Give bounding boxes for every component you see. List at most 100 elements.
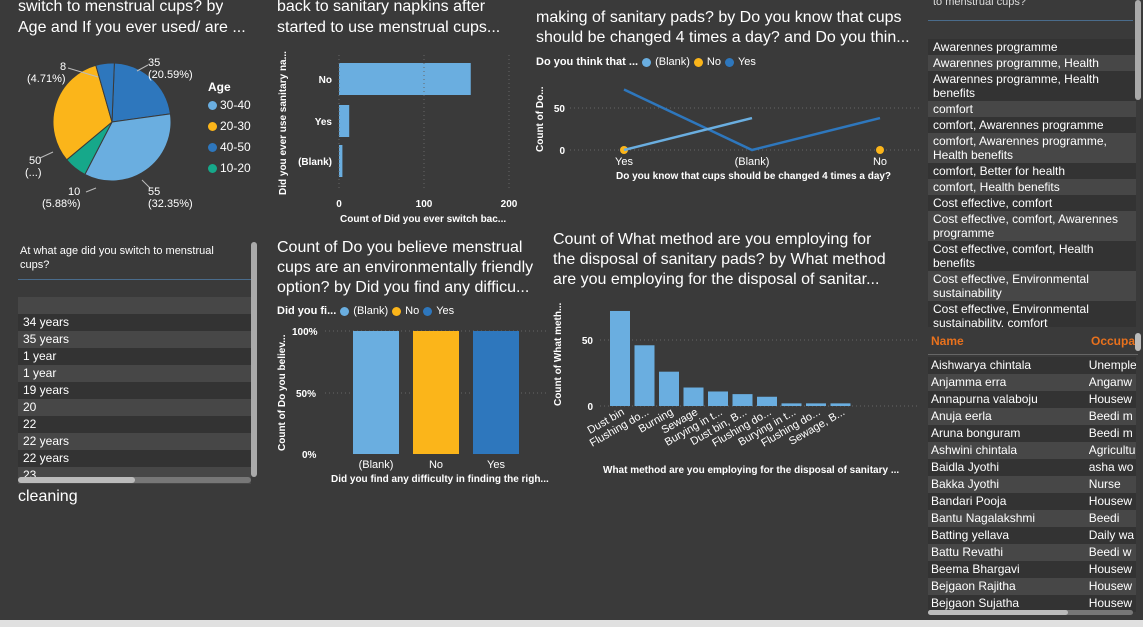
table-row[interactable]: Annapurna valaboju Housew xyxy=(928,391,1136,408)
age-item[interactable]: 19 years xyxy=(18,382,251,399)
reason-item[interactable]: Cost effective, Environmental sustainabi… xyxy=(928,301,1136,327)
reason-item[interactable]: Awarennes programme, Health benefits xyxy=(928,71,1136,101)
header-occupation[interactable]: Occupa xyxy=(1091,334,1136,348)
table-row[interactable]: Anuja eerla Beedi m xyxy=(928,408,1136,425)
table-row[interactable]: Bakka Jyothi Nurse xyxy=(928,476,1136,493)
reason-item[interactable]: Cost effective, comfort, Health benefits xyxy=(928,241,1136,271)
reasons-slicer[interactable]: to menstrual cups? Awarennes programme Aw… xyxy=(928,0,1143,327)
pie-slice-40-50-35[interactable] xyxy=(111,62,171,123)
disposal-bar[interactable] xyxy=(757,396,777,406)
env-bar-chart[interactable]: Count of Do you believ... 100% 50% 0% (B… xyxy=(270,321,550,491)
age-item[interactable]: 1 year xyxy=(18,348,251,365)
env-cat-label: Yes xyxy=(487,459,505,471)
disposal-bar[interactable] xyxy=(683,387,704,406)
reason-item[interactable]: comfort xyxy=(928,101,1136,117)
environment-visual[interactable]: Count of Do you believe menstrual cups a… xyxy=(270,236,550,496)
header-name[interactable]: Name xyxy=(931,334,964,348)
age-hscroll-thumb[interactable] xyxy=(18,477,135,483)
cups-line-chart[interactable]: Count of Do... 50 0 Yes (Blank) No Do you kn… xyxy=(530,70,925,190)
disposal-bar[interactable] xyxy=(659,371,679,406)
cups-line-blank[interactable] xyxy=(623,116,753,152)
age-item[interactable]: 34 years xyxy=(18,314,251,331)
age-slicer[interactable]: At what age did you switch to menstrual … xyxy=(18,238,261,486)
pie-slice-40-50-8[interactable] xyxy=(95,62,115,123)
disposal-bar[interactable] xyxy=(708,391,728,406)
reason-item[interactable]: comfort, Health benefits xyxy=(928,179,1136,195)
reason-item[interactable]: Cost effective, Environmental sustainabi… xyxy=(928,271,1136,301)
reason-item[interactable]: comfort, Better for health xyxy=(928,163,1136,179)
age-list[interactable]: 34 years 35 years 1 year 1 year 19 years 20 22… xyxy=(18,297,251,484)
env-legend-blank-dot xyxy=(340,306,350,316)
reason-item[interactable]: Cost effective, comfort xyxy=(928,195,1136,211)
table-row[interactable]: Aruna bonguram Beedi m xyxy=(928,425,1136,442)
disposal-bar[interactable] xyxy=(610,310,630,406)
table-row[interactable]: Batting yellava Daily wa xyxy=(928,527,1136,544)
reasons-list[interactable]: Awarennes programme Awarennes programme, … xyxy=(928,39,1136,327)
disposal-ytick: 50 xyxy=(582,336,594,347)
pie-legend-item-40-50[interactable]: 40-50 xyxy=(208,140,251,154)
env-legend-yes: Yes xyxy=(436,305,455,317)
cups-legend-yes-dot xyxy=(724,57,734,67)
pie-slice-20-30-50[interactable] xyxy=(52,64,113,161)
disposal-bar[interactable] xyxy=(634,345,655,406)
reason-item[interactable]: Cost effective, comfort, Awarennes progr… xyxy=(928,211,1136,241)
pie-chart[interactable]: 35 (20.59%) 8 (4.71%) 50 (...) 10 (5.88%… xyxy=(0,40,262,220)
age-item[interactable]: 20 xyxy=(18,399,251,416)
env-bar-Yes[interactable] xyxy=(473,331,519,454)
reason-item[interactable]: Awarennes programme xyxy=(928,39,1136,55)
age-item[interactable]: 22 years xyxy=(18,450,251,467)
disposal-title-line1: Count of What method are you employing f… xyxy=(553,231,872,248)
cell-name: Ashwini chintala xyxy=(931,443,1018,457)
table-row[interactable]: Bejgaon Sujatha Housew xyxy=(928,595,1136,612)
sanitary-xtick: 200 xyxy=(501,199,518,210)
pie-legend-item-30-40[interactable]: 30-40 xyxy=(208,98,251,112)
env-bar-No[interactable] xyxy=(413,331,459,454)
table-row[interactable]: Baidla Jyothi asha wo xyxy=(928,459,1136,476)
table-row[interactable]: Beema Bhargavi Housew xyxy=(928,561,1136,578)
disposal-visual[interactable]: Count of What method are you employing f… xyxy=(548,226,926,482)
pie-legend-item-10-20[interactable]: 10-20 xyxy=(208,161,251,175)
table-hscroll-thumb[interactable] xyxy=(928,610,1068,615)
table-row[interactable]: Bandari Pooja Housew xyxy=(928,493,1136,510)
table-row[interactable]: Bantu Nagalakshmi Beedi xyxy=(928,510,1136,527)
cups-point-no[interactable] xyxy=(876,146,884,154)
age-item[interactable]: 35 years xyxy=(18,331,251,348)
disposal-bar[interactable] xyxy=(781,403,802,406)
people-table[interactable]: Name Occupa Aishwarya chintala Unemple Anj… xyxy=(928,331,1143,618)
reason-item[interactable]: Awarennes programme, Health xyxy=(928,55,1136,71)
sanitary-switch-visual[interactable]: back to sanitary napkins after started t… xyxy=(270,0,525,228)
age-vscroll[interactable] xyxy=(251,242,257,477)
table-row[interactable]: Battu Revathi Beedi w xyxy=(928,544,1136,561)
pie-legend-dot xyxy=(208,121,217,131)
age-item[interactable]: 1 year xyxy=(18,365,251,382)
pie-slice-30-40-55[interactable] xyxy=(84,113,172,182)
age-item[interactable]: 22 xyxy=(18,416,251,433)
table-row[interactable]: Ashwini chintala Agricultu xyxy=(928,442,1136,459)
pie-legend-label: 30-40 xyxy=(220,98,251,112)
env-bar-(Blank)[interactable] xyxy=(353,331,399,454)
disposal-bar[interactable] xyxy=(806,403,826,406)
reason-item[interactable]: comfort, Awarennes programme xyxy=(928,117,1136,133)
cell-occupation: Agricultu xyxy=(1088,443,1136,457)
sanitary-bar-(Blank)[interactable] xyxy=(339,145,343,177)
cell-name: Bakka Jyothi xyxy=(931,477,1000,491)
sanitary-bar-Yes[interactable] xyxy=(339,105,350,137)
pie-label-8: 8 xyxy=(60,61,66,73)
reason-item[interactable]: comfort, Awarennes programme, Health ben… xyxy=(928,133,1136,163)
age-item[interactable]: 22 years xyxy=(18,433,251,450)
pie-visual[interactable]: switch to menstrual cups? by Age and If … xyxy=(0,0,262,225)
reasons-scrollbar[interactable] xyxy=(1135,0,1141,100)
table-vscroll[interactable] xyxy=(1135,333,1141,351)
cups-line-yes[interactable] xyxy=(623,88,881,152)
pie-legend-item-20-30[interactable]: 20-30 xyxy=(208,119,251,133)
sanitary-bar-chart[interactable]: Did you ever use sanitary na... No Yes (Bl… xyxy=(270,45,525,228)
table-row[interactable]: Anjamma erra Anganw xyxy=(928,374,1136,391)
age-item[interactable] xyxy=(18,297,251,314)
disposal-bar[interactable] xyxy=(732,394,753,406)
disposal-bar[interactable] xyxy=(830,403,851,406)
table-row[interactable]: Aishwarya chintala Unemple xyxy=(928,357,1136,374)
sanitary-bar-No[interactable] xyxy=(339,63,471,95)
table-row[interactable]: Bejgaon Rajitha Housew xyxy=(928,578,1136,595)
cups-changed-visual[interactable]: making of sanitary pads? by Do you know … xyxy=(530,0,925,190)
